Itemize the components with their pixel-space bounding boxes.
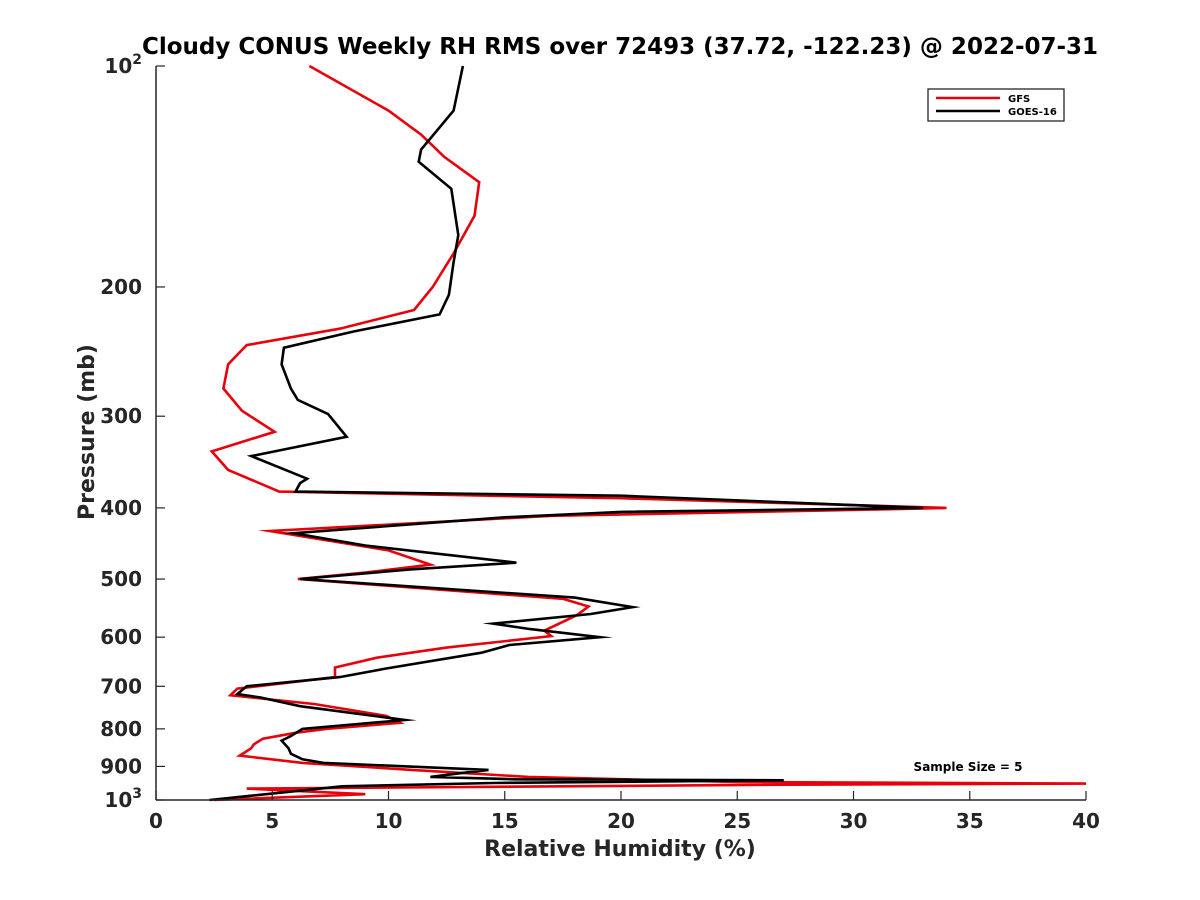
- axes: 0 5 10 15 20 25 30 35 40 102 200 300 400 500 600 700 800…: [100, 52, 1100, 833]
- y-tick-label: 800: [100, 717, 142, 741]
- x-tick-label: 35: [956, 809, 984, 833]
- x-tick-label: 20: [607, 809, 635, 833]
- x-tick-label: 0: [149, 809, 163, 833]
- x-tick-label: 25: [723, 809, 751, 833]
- legend-label: GFS: [1008, 94, 1030, 105]
- sample-size-annotation: Sample Size = 5: [914, 760, 1023, 774]
- y-tick-label: 400: [100, 496, 142, 520]
- y-tick-label: 200: [100, 275, 142, 299]
- x-tick-label: 10: [375, 809, 403, 833]
- legend-label: GOES-16: [1008, 107, 1057, 118]
- x-tick-label: 15: [491, 809, 519, 833]
- y-tick-label: 103: [104, 786, 142, 812]
- series-line-gfs: [209, 64, 1087, 802]
- x-tick-label: 30: [840, 809, 868, 833]
- y-tick-label: 600: [100, 625, 142, 649]
- chart-title: Cloudy CONUS Weekly RH RMS over 72493 (3…: [142, 34, 1098, 60]
- x-tick-label: 40: [1072, 809, 1100, 833]
- y-tick-label: 500: [100, 567, 142, 591]
- y-tick-label: 700: [100, 674, 142, 698]
- y-tick-label: 102: [104, 52, 142, 78]
- legend: GFS GOES-16: [927, 88, 1065, 122]
- y-tick-label: 300: [100, 404, 142, 428]
- y-axis-label: Pressure (mb): [75, 344, 100, 520]
- legend-box: [927, 88, 1065, 122]
- plot-area: [209, 64, 1087, 802]
- x-axis-label: Relative Humidity (%): [484, 837, 756, 862]
- series-line-goes-16: [209, 65, 924, 802]
- x-tick-label: 5: [265, 809, 279, 833]
- y-tick-label: 900: [100, 754, 142, 778]
